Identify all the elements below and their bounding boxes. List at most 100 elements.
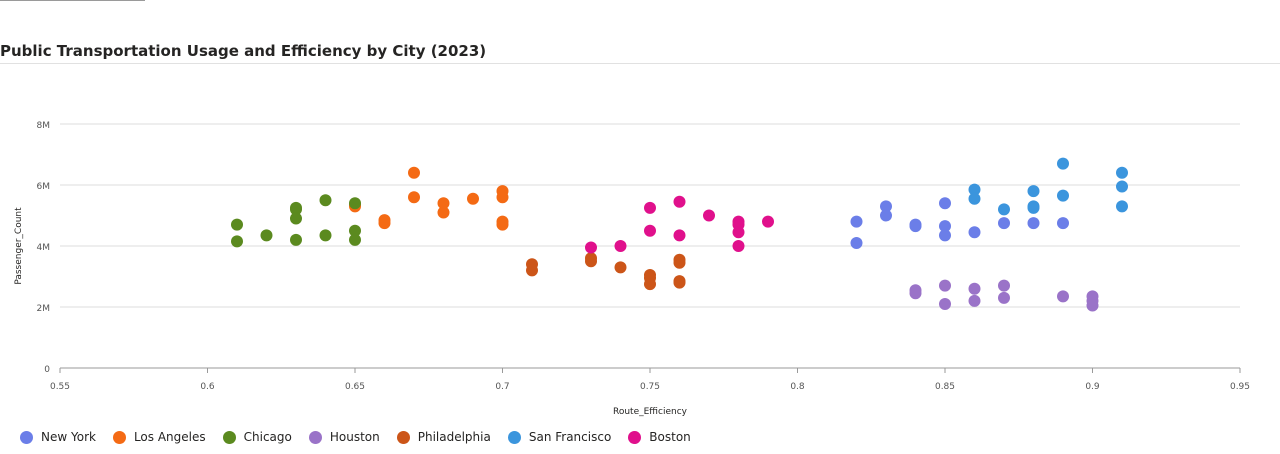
data-point [762,215,774,228]
data-point [1057,157,1069,170]
data-point [290,203,302,216]
chart-title: Public Transportation Usage and Efficien… [0,42,487,60]
x-tick-label: 0.8 [790,382,805,392]
data-point [644,278,656,291]
y-axis-title: Passenger_Count [14,207,24,285]
legend-item[interactable]: New York [20,430,96,444]
data-point [585,255,597,268]
data-point [998,279,1010,292]
data-point [231,218,243,231]
data-point [408,166,420,179]
legend-marker-icon [222,430,236,444]
legend-item[interactable]: Boston [628,430,691,444]
chart-legend: New York Los Angeles Chicago Houston Philade… [20,430,708,444]
series-houston [909,279,1099,312]
series-boston [585,195,774,254]
legend-marker-icon [507,430,521,444]
data-point [496,191,509,204]
data-point [998,291,1010,304]
data-point [880,209,892,222]
data-point [585,241,597,254]
data-point [939,197,951,210]
x-axis-title: Route_Efficiency [613,407,688,417]
data-point [850,215,863,228]
legend-label: Los Angeles [133,430,206,444]
data-point [673,256,686,269]
data-point [732,240,745,252]
legend-item[interactable]: Los Angeles [112,430,206,444]
data-point [1057,290,1069,303]
data-point [998,203,1010,216]
data-point [939,220,951,233]
x-tick-label: 0.75 [640,382,660,392]
y-tick-label: 4M [37,243,51,253]
legend-marker-icon [112,430,126,444]
y-tick-label: 0 [44,365,50,375]
top-tab-indicator [0,0,145,1]
data-point [1027,185,1040,198]
data-point [939,229,951,242]
data-point [349,197,361,210]
data-point [673,229,686,242]
x-tick-label: 0.65 [345,382,365,392]
data-point [1057,217,1069,230]
data-point [1086,299,1099,312]
data-point [644,224,656,237]
data-point [437,206,450,219]
data-point [939,297,951,310]
legend-item[interactable]: Houston [308,430,380,444]
series-new-york [850,197,1069,249]
data-point [703,209,715,222]
data-point [1027,217,1040,230]
x-tick-label: 0.95 [1230,382,1250,392]
data-point [378,217,391,230]
series-san-francisco [968,157,1128,216]
data-point [968,282,981,295]
legend-item[interactable]: Chicago [222,430,292,444]
data-point [1057,189,1069,202]
data-point [732,226,745,239]
legend-marker-icon [308,430,322,444]
series-philadelphia [526,252,686,291]
series-los-angeles [349,166,509,231]
legend-item[interactable]: Philadelphia [396,430,491,444]
data-point [850,236,863,249]
data-point [319,229,332,242]
data-point [467,192,479,205]
legend-marker-icon [628,430,642,444]
data-point [1116,180,1128,193]
title-divider [0,63,1280,64]
data-point [968,294,981,307]
data-point [909,220,922,233]
data-point [319,194,332,207]
legend-label: Houston [329,430,380,444]
data-point [260,229,273,242]
y-tick-label: 2M [37,304,51,314]
x-tick-label: 0.9 [1085,382,1100,392]
data-point [349,224,361,237]
data-point [231,235,243,248]
data-point [614,240,627,252]
data-point [614,261,627,274]
series-chicago [231,194,361,248]
data-point [1116,166,1128,179]
data-point [349,233,361,246]
data-point [968,192,981,205]
data-point [1116,200,1128,213]
x-tick-label: 0.85 [935,382,955,392]
data-point [880,200,892,213]
legend-label: San Francisco [528,430,612,444]
data-point [673,195,686,208]
data-point [968,226,981,239]
x-tick-label: 0.6 [200,382,215,392]
legend-marker-icon [20,430,33,444]
data-point [673,276,686,289]
legend-label: New York [41,430,96,444]
data-point [939,279,951,292]
data-point [644,201,656,214]
data-point [909,287,922,300]
data-point [496,218,509,231]
legend-item[interactable]: San Francisco [507,430,612,444]
y-tick-label: 8M [37,121,51,131]
